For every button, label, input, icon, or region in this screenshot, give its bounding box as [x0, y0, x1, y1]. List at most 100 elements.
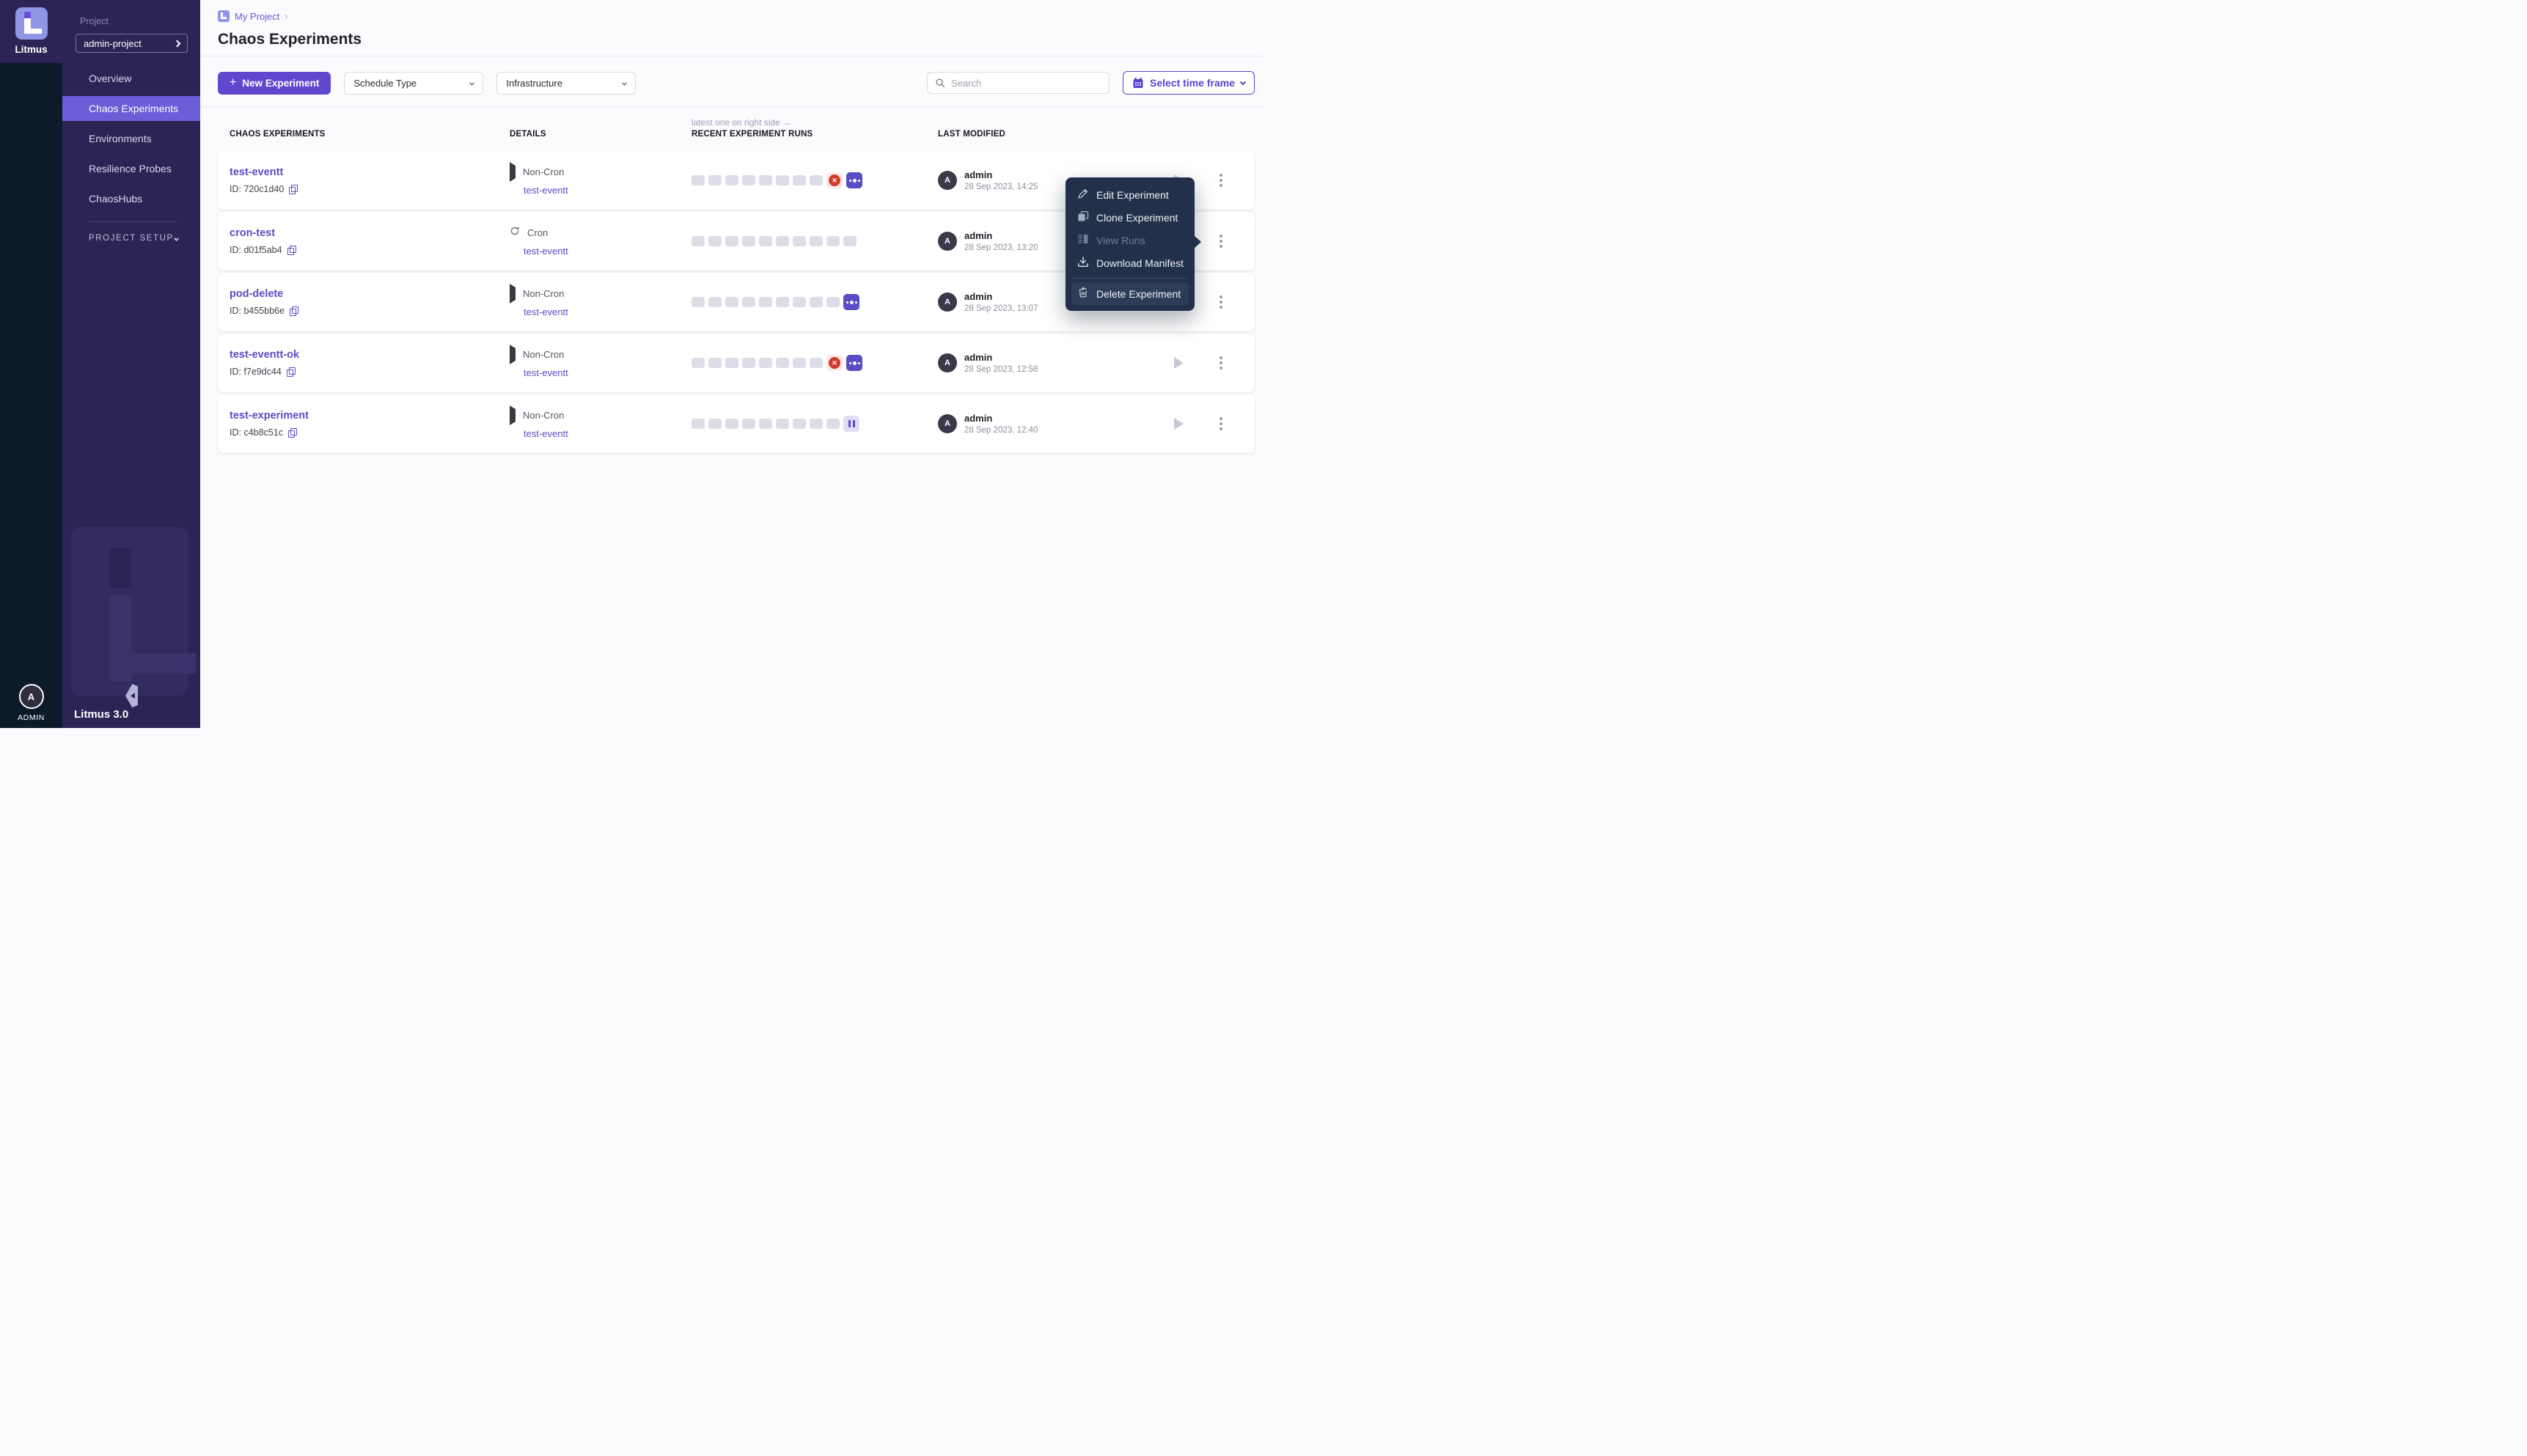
- experiment-id: ID: b455bb6e: [230, 306, 510, 316]
- run-placeholder: [692, 236, 705, 246]
- menu-item-edit-experiment[interactable]: Edit Experiment: [1071, 183, 1189, 206]
- row-menu-button[interactable]: [1217, 171, 1225, 190]
- run-placeholder: [759, 236, 772, 246]
- copy-icon[interactable]: [287, 428, 297, 438]
- run-placeholder: [759, 175, 772, 185]
- run-status-failed[interactable]: ✕: [826, 355, 843, 371]
- run-placeholder: [826, 297, 840, 307]
- run-status-failed[interactable]: ✕: [826, 172, 843, 188]
- run-placeholder: [708, 236, 722, 246]
- menu-item-view-runs[interactable]: View Runs: [1071, 229, 1189, 251]
- menu-item-delete-experiment[interactable]: Delete Experiment: [1071, 282, 1189, 305]
- run-placeholder: [776, 297, 789, 307]
- modifier-name: admin: [964, 169, 993, 180]
- modifier-avatar: A: [938, 353, 957, 372]
- select-time-frame-button[interactable]: Select time frame: [1123, 71, 1255, 95]
- context-menu-divider: [1073, 278, 1187, 279]
- sidebar-item-chaoshubs[interactable]: ChaosHubs: [89, 193, 143, 205]
- chevron-down-icon: [469, 80, 475, 86]
- experiment-id-text: ID: f7e9dc44: [230, 367, 282, 377]
- sidebar-item-environments[interactable]: Environments: [89, 133, 152, 144]
- experiment-ref-link[interactable]: test-eventt: [524, 427, 568, 439]
- sidebar-item-chaos-experiments[interactable]: Chaos Experiments: [62, 96, 200, 121]
- breadcrumb: My Project ›: [218, 10, 1255, 22]
- run-status-running[interactable]: [846, 355, 862, 371]
- litmus-watermark: [71, 527, 196, 696]
- experiment-name-link[interactable]: test-experiment: [230, 410, 309, 422]
- experiment-id: ID: 720c1d40: [230, 184, 510, 194]
- run-placeholder: [725, 358, 738, 368]
- modified-date: 28 Sep 2023, 13:07: [964, 304, 1038, 313]
- copy-icon[interactable]: [287, 246, 296, 255]
- run-status-running[interactable]: [843, 294, 859, 310]
- last-modified: A admin 28 Sep 2023, 13:07: [938, 291, 1158, 313]
- run-placeholder: [742, 297, 755, 307]
- download-icon: [1077, 256, 1089, 270]
- new-experiment-button[interactable]: + New Experiment: [218, 71, 331, 95]
- experiment-name-link[interactable]: pod-delete: [230, 288, 284, 300]
- schedule-icon-slot: [510, 226, 520, 240]
- run-placeholder: [725, 236, 738, 246]
- litmus-app: Litmus A ADMIN Project admin-project Ove…: [0, 0, 1264, 728]
- experiment-context-menu: Edit Experiment Clone Experiment View Runs…: [1066, 177, 1201, 311]
- experiment-ref-link[interactable]: test-eventt: [524, 367, 568, 378]
- experiment-ref-link[interactable]: test-eventt: [524, 306, 568, 317]
- cron-icon: [510, 227, 519, 235]
- experiment-ref-link[interactable]: test-eventt: [524, 246, 568, 257]
- run-status-paused[interactable]: [843, 416, 859, 432]
- menu-item-label: Edit Experiment: [1096, 188, 1169, 201]
- experiment-id: ID: c4b8c51c: [230, 427, 510, 438]
- row-menu-button[interactable]: [1217, 414, 1225, 433]
- row-menu-button[interactable]: [1217, 232, 1225, 251]
- project-setup-toggle[interactable]: PROJECT SETUP: [89, 234, 180, 243]
- experiment-id-text: ID: 720c1d40: [230, 184, 285, 194]
- breadcrumb-link[interactable]: My Project: [235, 10, 280, 22]
- menu-item-label: Delete Experiment: [1096, 287, 1181, 300]
- run-experiment-button[interactable]: [1173, 357, 1184, 369]
- copy-icon[interactable]: [286, 367, 296, 377]
- sidebar-nav: Project admin-project Overview Chaos Expe…: [62, 0, 200, 728]
- menu-item-download-manifest[interactable]: Download Manifest: [1071, 251, 1189, 274]
- clone-icon: [1077, 210, 1089, 224]
- run-placeholder: [826, 236, 840, 246]
- recent-runs: ✕: [692, 355, 938, 371]
- run-placeholder: [793, 419, 806, 429]
- copy-icon[interactable]: [289, 185, 298, 194]
- schedule-type-select[interactable]: Schedule Type: [344, 71, 484, 95]
- experiment-name-link[interactable]: test-eventt-ok: [230, 349, 300, 361]
- experiment-list: test-eventt ID: 720c1d40 Non-Cron test-e…: [218, 151, 1255, 455]
- search-input[interactable]: [951, 77, 1102, 89]
- project-label: Project: [80, 16, 109, 26]
- sidebar-item-overview[interactable]: Overview: [89, 73, 132, 84]
- row-menu-button[interactable]: [1217, 293, 1225, 312]
- row-menu-button[interactable]: [1217, 353, 1225, 372]
- litmus-logo-icon: [15, 7, 48, 40]
- experiment-name-link[interactable]: test-eventt: [230, 166, 284, 178]
- experiment-ref-link[interactable]: test-eventt: [524, 184, 568, 196]
- run-placeholder: [708, 358, 722, 368]
- project-select[interactable]: admin-project: [76, 34, 188, 53]
- schedule-type-label: Non-Cron: [523, 349, 565, 360]
- runs-icon: [1077, 233, 1089, 247]
- experiment-id: ID: f7e9dc44: [230, 367, 510, 377]
- menu-item-label: View Runs: [1096, 234, 1145, 246]
- non-cron-icon: [510, 283, 516, 304]
- breadcrumb-logo-icon: [218, 10, 230, 22]
- last-modified: A admin 28 Sep 2023, 12:58: [938, 352, 1158, 374]
- run-placeholder: [725, 297, 738, 307]
- copy-icon[interactable]: [290, 306, 299, 316]
- breadcrumb-separator: ›: [285, 11, 288, 21]
- run-experiment-button[interactable]: [1173, 418, 1184, 430]
- sidebar-item-resilience-probes[interactable]: Resilience Probes: [89, 163, 172, 174]
- project-select-value: admin-project: [84, 37, 142, 49]
- experiment-name-link[interactable]: cron-test: [230, 227, 276, 239]
- run-placeholder: [776, 419, 789, 429]
- run-placeholder: [742, 358, 755, 368]
- user-avatar[interactable]: A: [18, 684, 44, 709]
- schedule-icon-slot: [510, 344, 516, 364]
- modified-date: 28 Sep 2023, 12:40: [964, 426, 1038, 435]
- infrastructure-select[interactable]: Infrastructure: [496, 71, 637, 95]
- menu-item-clone-experiment[interactable]: Clone Experiment: [1071, 206, 1189, 229]
- table-header: CHAOS EXPERIMENTS DETAILS latest one on …: [218, 117, 1255, 139]
- run-status-running[interactable]: [846, 172, 862, 188]
